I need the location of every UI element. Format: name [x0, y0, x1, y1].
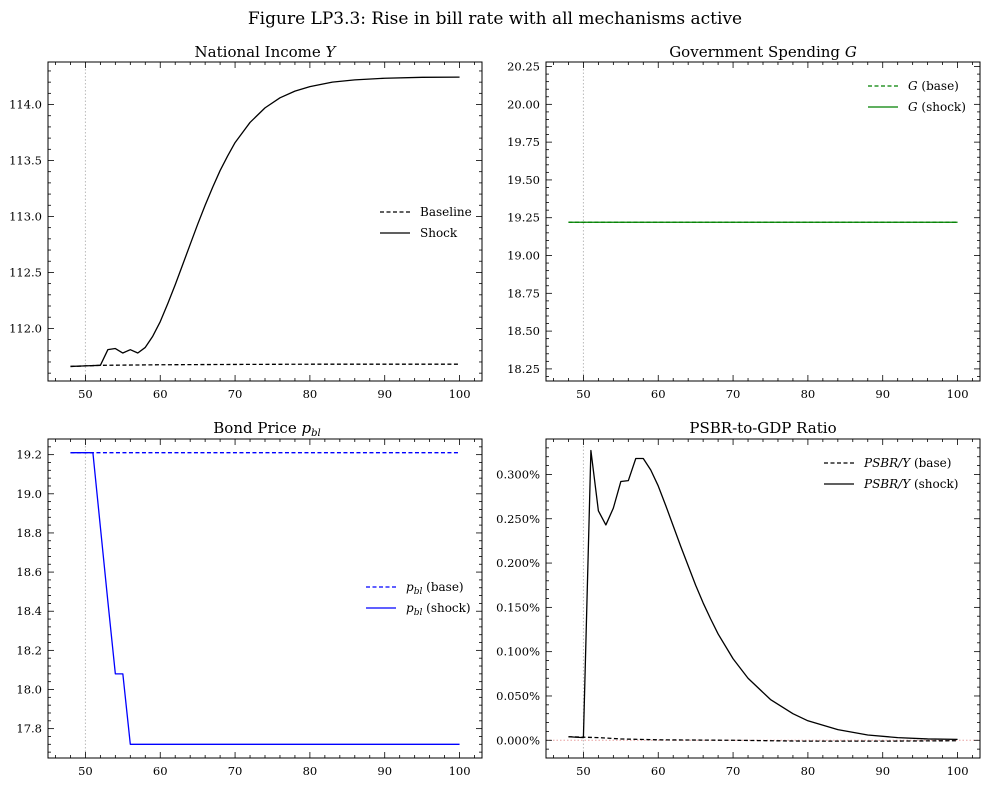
x-tick-label: 80: [303, 387, 318, 401]
x-tick-label: 60: [153, 764, 168, 778]
y-tick-label: 17.8: [16, 722, 42, 736]
x-tick-label: 50: [576, 387, 591, 401]
panel-government-spending: Government Spending G 50 60 70 80 90 100 18.25…: [507, 43, 981, 401]
x-tick-label: 80: [801, 764, 816, 778]
figure-title: Figure LP3.3: Rise in bill rate with all…: [248, 9, 742, 29]
panel-title: PSBR-to-GDP Ratio: [689, 419, 836, 437]
y-tick-label: 19.00: [507, 249, 540, 263]
y-tick-label: 113.0: [9, 209, 42, 223]
legend: G (base) G (shock): [868, 79, 966, 114]
x-tick-label: 90: [377, 387, 392, 401]
y-tick-label: 18.75: [507, 286, 540, 300]
x-tick-label: 80: [303, 764, 318, 778]
x-tick-label: 60: [651, 387, 666, 401]
legend-label: pbl (base): [406, 580, 464, 597]
legend-label: Baseline: [420, 205, 472, 219]
y-tick-label: 19.75: [507, 135, 540, 149]
x-tick-label: 100: [947, 387, 969, 401]
panel-bond-price: Bond Price pbl 50 60 70 80 90 100 17.8 18.0 18.2…: [16, 419, 483, 778]
y-tick-label: 18.50: [507, 324, 540, 338]
y-tick-label: 0.050%: [496, 689, 540, 703]
panel-title: Government Spending G: [669, 43, 857, 61]
y-tick-label: 18.0: [16, 683, 42, 697]
legend: Baseline Shock: [380, 205, 472, 240]
x-tick-label: 60: [651, 764, 666, 778]
y-tick-label: 20.00: [507, 97, 540, 111]
series-line-shock: [568, 449, 958, 741]
panel-psbr-to-gdp: PSBR-to-GDP Ratio 50 60 70 80 90 100 0.000% 0.0…: [496, 419, 981, 778]
series-line-shock: [70, 452, 460, 745]
y-tick-label: 18.6: [16, 565, 42, 579]
y-tick-label: 114.0: [9, 98, 42, 112]
y-tick-label: 0.000%: [496, 733, 540, 747]
x-tick-label: 90: [875, 764, 890, 778]
legend: PSBR/Y (base) PSBR/Y (shock): [824, 456, 958, 491]
legend-label: G (base): [908, 79, 959, 93]
y-tick-label: 0.250%: [496, 512, 540, 526]
x-tick-label: 60: [153, 387, 168, 401]
y-tick-label: 112.5: [9, 265, 42, 279]
y-tick-label: 19.50: [507, 173, 540, 187]
series-line-base: [70, 363, 460, 368]
panel-national-income: National Income Y 50 60 70 80 90 100 112.0 112.…: [9, 43, 483, 401]
x-tick-label: 100: [947, 764, 969, 778]
y-tick-label: 19.2: [16, 448, 42, 462]
y-tick-label: 0.150%: [496, 600, 540, 614]
x-tick-label: 90: [377, 764, 392, 778]
axes-frame: [47, 438, 483, 759]
panel-title: Bond Price pbl: [213, 419, 320, 439]
axes-frame: [47, 61, 483, 382]
x-tick-label: 80: [801, 387, 816, 401]
panel-title: National Income Y: [195, 43, 338, 61]
legend: pbl (base) pbl (shock): [366, 580, 471, 618]
x-tick-label: 70: [228, 764, 243, 778]
x-tick-label: 70: [726, 764, 741, 778]
legend-label: G (shock): [908, 100, 966, 114]
series-line-shock: [70, 76, 460, 368]
legend-label: PSBR/Y (shock): [863, 477, 958, 491]
y-tick-label: 19.25: [507, 211, 540, 225]
x-tick-label: 50: [576, 764, 591, 778]
y-tick-label: 19.0: [16, 487, 42, 501]
y-tick-label: 113.5: [9, 153, 42, 167]
x-tick-label: 70: [228, 387, 243, 401]
x-tick-label: 100: [449, 764, 471, 778]
legend-label: PSBR/Y (base): [863, 456, 951, 470]
series-line-base: [568, 736, 958, 742]
x-tick-label: 50: [78, 387, 93, 401]
y-tick-label: 18.8: [16, 526, 42, 540]
y-tick-label: 112.0: [9, 321, 42, 335]
y-tick-label: 18.4: [16, 604, 42, 618]
y-tick-label: 20.25: [507, 60, 540, 74]
y-tick-label: 0.100%: [496, 645, 540, 659]
x-tick-label: 100: [449, 387, 471, 401]
x-tick-label: 90: [875, 387, 890, 401]
x-tick-label: 70: [726, 387, 741, 401]
y-tick-label: 0.200%: [496, 556, 540, 570]
legend-label: Shock: [420, 226, 458, 240]
y-tick-label: 0.300%: [496, 467, 540, 481]
legend-label: pbl (shock): [406, 601, 471, 618]
y-tick-label: 18.2: [16, 643, 42, 657]
x-tick-label: 50: [78, 764, 93, 778]
y-tick-label: 18.25: [507, 362, 540, 376]
